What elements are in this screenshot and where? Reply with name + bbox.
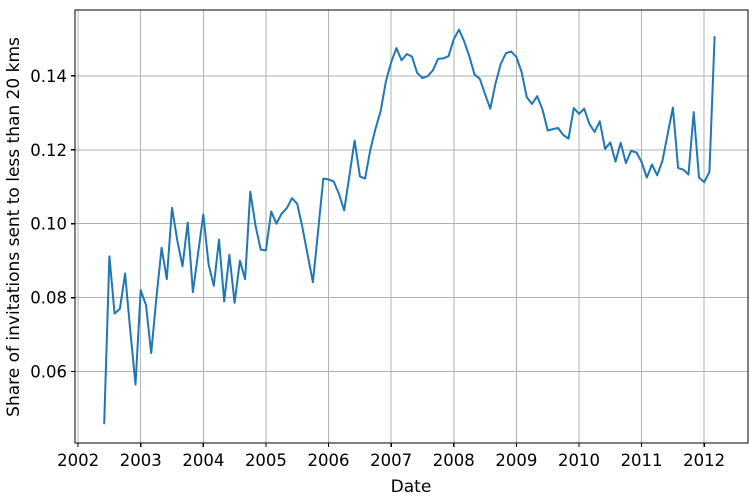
x-tick-label: 2005 [245, 451, 287, 470]
y-tick-label: 0.12 [30, 141, 67, 160]
y-tick-label: 0.14 [30, 67, 67, 86]
y-axis-label: Share of invitations sent to less than 2… [4, 37, 24, 417]
y-tick-label: 0.08 [30, 289, 67, 308]
x-tick-label: 2004 [182, 451, 224, 470]
x-tick-label: 2007 [370, 451, 412, 470]
data-line [103, 28, 716, 425]
x-tick-label: 2012 [683, 451, 725, 470]
plot-area: 2002 2003 2004 2005 2006 2007 2008 2009 2010 2011… [30, 9, 749, 470]
x-tick-label: 2003 [120, 451, 162, 470]
x-tick-label: 2008 [433, 451, 475, 470]
x-tick-label: 2006 [308, 451, 350, 470]
x-tick-label: 2009 [495, 451, 537, 470]
x-axis-label: Date [391, 477, 432, 497]
y-tick-label: 0.06 [30, 363, 67, 382]
x-tick-label: 2011 [621, 451, 663, 470]
x-tick-label: 2002 [57, 451, 99, 470]
x-tick-label: 2010 [558, 451, 600, 470]
plot-border [74, 9, 749, 444]
y-tick-label: 0.10 [30, 215, 67, 234]
